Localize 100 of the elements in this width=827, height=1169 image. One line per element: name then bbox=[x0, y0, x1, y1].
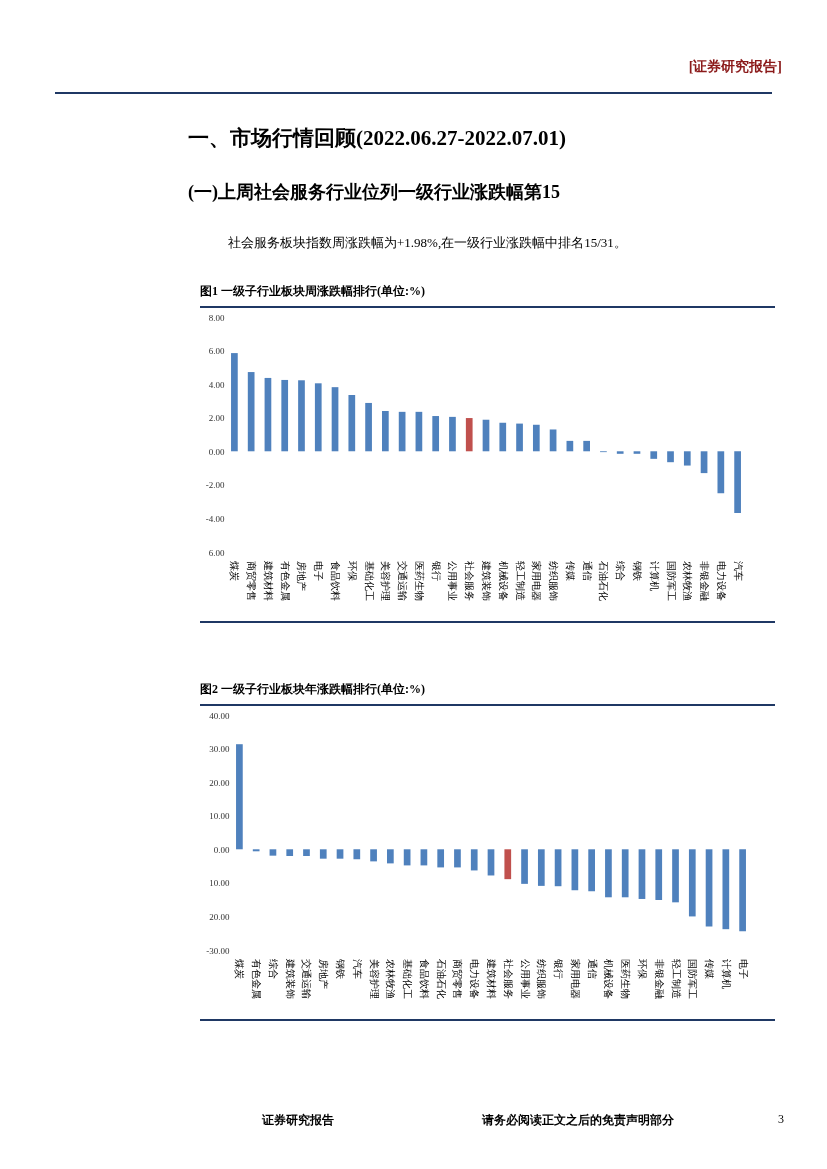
x-tick-label: 电子 bbox=[313, 560, 325, 581]
y-tick-label: -2.00 bbox=[205, 480, 225, 491]
x-tick-label: 建筑材料 bbox=[262, 559, 274, 601]
x-tick-label: 商贸零售 bbox=[246, 560, 258, 601]
x-tick-label: 食品饮料 bbox=[418, 958, 430, 999]
x-tick-label: 电子 bbox=[737, 958, 749, 979]
x-tick-label: 公用事业 bbox=[519, 958, 531, 999]
bar bbox=[650, 451, 658, 459]
bar bbox=[633, 451, 641, 454]
y-tick-label: 0.00 bbox=[213, 844, 230, 855]
text: 证券研究报告 bbox=[262, 1112, 334, 1129]
bar bbox=[516, 423, 523, 452]
x-tick-label: 公用事业 bbox=[447, 560, 459, 601]
x-tick-label: 石油石化 bbox=[435, 958, 447, 999]
y-tick-label: 20.00 bbox=[209, 777, 230, 788]
text: (一)上周社会服务行业位列一级行业涨跌幅第15 bbox=[188, 181, 560, 204]
x-tick-label: 建筑装饰 bbox=[481, 559, 492, 601]
bar bbox=[314, 383, 322, 452]
x-tick-label: 家用电器 bbox=[531, 560, 543, 601]
x-tick-label: 汽车 bbox=[351, 958, 363, 979]
x-tick-label: 银行 bbox=[430, 559, 442, 581]
bar bbox=[281, 379, 289, 452]
x-tick-label: 综合 bbox=[615, 560, 627, 581]
y-tick-label: 40.00 bbox=[209, 710, 230, 721]
x-tick-label: 医药生物 bbox=[413, 560, 425, 601]
y-tick-label: 20.00 bbox=[209, 911, 230, 922]
x-tick-label: 环保 bbox=[636, 958, 648, 979]
y-tick-label: -30.00 bbox=[206, 945, 230, 956]
x-tick-label: 美容护理 bbox=[380, 560, 392, 601]
x-tick-label: 传媒 bbox=[704, 958, 716, 979]
x-tick-label: 钢铁 bbox=[631, 559, 643, 581]
x-tick-label: 综合 bbox=[267, 958, 279, 979]
x-tick-label: 国防军工 bbox=[687, 958, 699, 999]
bar bbox=[348, 395, 356, 452]
x-tick-label: 家用电器 bbox=[569, 958, 581, 999]
text: 3 bbox=[778, 1112, 784, 1127]
x-tick-label: 电力设备 bbox=[469, 958, 481, 999]
x-tick-label: 农林牧渔 bbox=[385, 958, 397, 999]
x-tick-label: 机械设备 bbox=[497, 560, 509, 601]
x-tick-label: 房地产 bbox=[318, 958, 330, 989]
bar bbox=[432, 416, 440, 452]
y-tick-label: 4.00 bbox=[208, 379, 225, 390]
bar bbox=[667, 451, 674, 463]
y-tick-label: 6.00 bbox=[208, 346, 225, 357]
x-tick-label: 电力设备 bbox=[715, 560, 727, 601]
text: 请务必阅读正文之后的免责声明部分 bbox=[482, 1112, 674, 1129]
x-tick-label: 计算机 bbox=[720, 958, 732, 989]
x-tick-label: 农林牧渔 bbox=[682, 560, 694, 601]
y-tick-label: 2.00 bbox=[208, 413, 225, 424]
bar bbox=[700, 451, 708, 474]
bar bbox=[683, 451, 691, 466]
x-tick-label: 轻工制造 bbox=[514, 560, 526, 601]
x-tick-label: 基础化工 bbox=[363, 560, 375, 601]
x-tick-label: 煤炭 bbox=[229, 560, 241, 581]
x-tick-label: 建筑装饰 bbox=[284, 957, 296, 999]
bar bbox=[549, 429, 557, 452]
x-tick-label: 交通运输 bbox=[397, 560, 409, 601]
x-tick-label: 有色金属 bbox=[279, 560, 291, 601]
x-tick-label: 计算机 bbox=[648, 560, 660, 591]
x-tick-label: 医药生物 bbox=[620, 958, 632, 999]
x-tick-label: 商贸零售 bbox=[452, 958, 464, 999]
x-tick-label: 社会服务 bbox=[464, 560, 476, 601]
x-tick-label: 汽车 bbox=[732, 560, 744, 581]
x-tick-label: 石油石化 bbox=[598, 560, 610, 601]
x-tick-label: 轻工制造 bbox=[670, 958, 682, 999]
y-tick-label: 30.00 bbox=[209, 744, 230, 755]
bar bbox=[532, 424, 540, 452]
bar bbox=[616, 451, 624, 454]
bar bbox=[499, 422, 507, 452]
y-tick-label: 10.00 bbox=[209, 878, 230, 889]
bar bbox=[734, 451, 741, 514]
bar bbox=[449, 416, 456, 452]
x-tick-label: 机械设备 bbox=[603, 958, 615, 999]
x-tick-label: 房地产 bbox=[296, 560, 308, 591]
x-tick-label: 美容护理 bbox=[368, 958, 380, 999]
bar bbox=[231, 353, 238, 452]
bar bbox=[583, 440, 590, 452]
text: 社会服务板块指数周涨跌幅为+1.98%,在一级行业涨跌幅中排名15/31。 bbox=[228, 234, 627, 252]
bar bbox=[465, 418, 473, 452]
x-tick-label: 交通运输 bbox=[301, 958, 313, 999]
x-tick-label: 有色金属 bbox=[251, 958, 263, 999]
x-tick-label: 基础化工 bbox=[402, 958, 414, 999]
bar bbox=[298, 380, 305, 452]
x-tick-label: 国防军工 bbox=[665, 560, 677, 601]
x-tick-label: 纺织服饰 bbox=[548, 560, 560, 601]
x-tick-label: 建筑材料 bbox=[486, 957, 497, 999]
x-tick-label: 钢铁 bbox=[335, 957, 347, 979]
x-tick-label: 银行 bbox=[553, 957, 565, 979]
bar bbox=[382, 411, 389, 452]
y-tick-label: 8.00 bbox=[208, 312, 225, 323]
x-tick-label: 通信 bbox=[586, 958, 598, 979]
x-tick-label: 非银金融 bbox=[699, 560, 711, 601]
x-tick-label: 通信 bbox=[581, 560, 593, 581]
bar bbox=[247, 372, 255, 452]
x-tick-label: 煤炭 bbox=[234, 958, 246, 979]
x-tick-label: 非银金融 bbox=[653, 958, 665, 999]
chart-title: 图1 一级子行业板块周涨跌幅排行(单位:%) bbox=[200, 280, 775, 308]
bar bbox=[717, 451, 725, 494]
x-tick-label: 环保 bbox=[346, 560, 358, 581]
text: 一、市场行情回顾(2022.06.27-2022.07.01) bbox=[188, 125, 566, 152]
